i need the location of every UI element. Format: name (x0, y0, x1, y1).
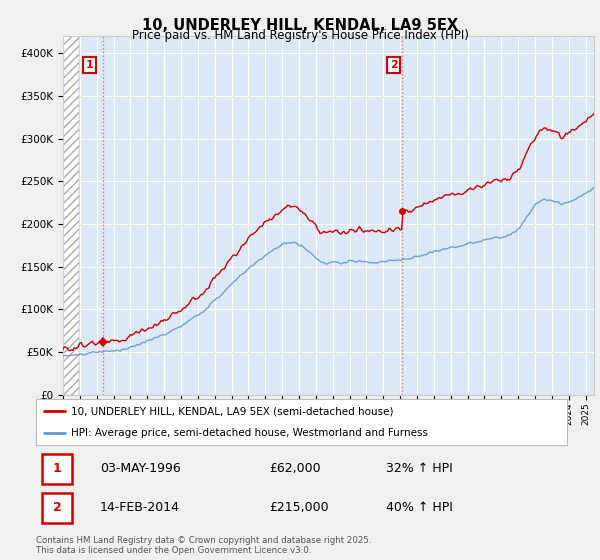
Text: Price paid vs. HM Land Registry's House Price Index (HPI): Price paid vs. HM Land Registry's House … (131, 29, 469, 42)
Text: £215,000: £215,000 (269, 501, 329, 515)
Text: 1: 1 (86, 60, 94, 70)
Text: 03-MAY-1996: 03-MAY-1996 (100, 462, 181, 475)
Text: 32% ↑ HPI: 32% ↑ HPI (386, 462, 453, 475)
Bar (63, 36, 79, 395)
Text: 40% ↑ HPI: 40% ↑ HPI (386, 501, 454, 515)
Text: HPI: Average price, semi-detached house, Westmorland and Furness: HPI: Average price, semi-detached house,… (71, 428, 428, 438)
Text: Contains HM Land Registry data © Crown copyright and database right 2025.
This d: Contains HM Land Registry data © Crown c… (36, 536, 371, 556)
Text: 2: 2 (390, 60, 398, 70)
Text: 2: 2 (53, 501, 61, 515)
Text: 10, UNDERLEY HILL, KENDAL, LA9 5EX: 10, UNDERLEY HILL, KENDAL, LA9 5EX (142, 18, 458, 33)
Text: 1: 1 (53, 462, 61, 475)
FancyBboxPatch shape (43, 454, 71, 484)
Text: £62,000: £62,000 (269, 462, 321, 475)
Text: 14-FEB-2014: 14-FEB-2014 (100, 501, 180, 515)
Text: 10, UNDERLEY HILL, KENDAL, LA9 5EX (semi-detached house): 10, UNDERLEY HILL, KENDAL, LA9 5EX (semi… (71, 406, 393, 416)
FancyBboxPatch shape (43, 493, 71, 523)
